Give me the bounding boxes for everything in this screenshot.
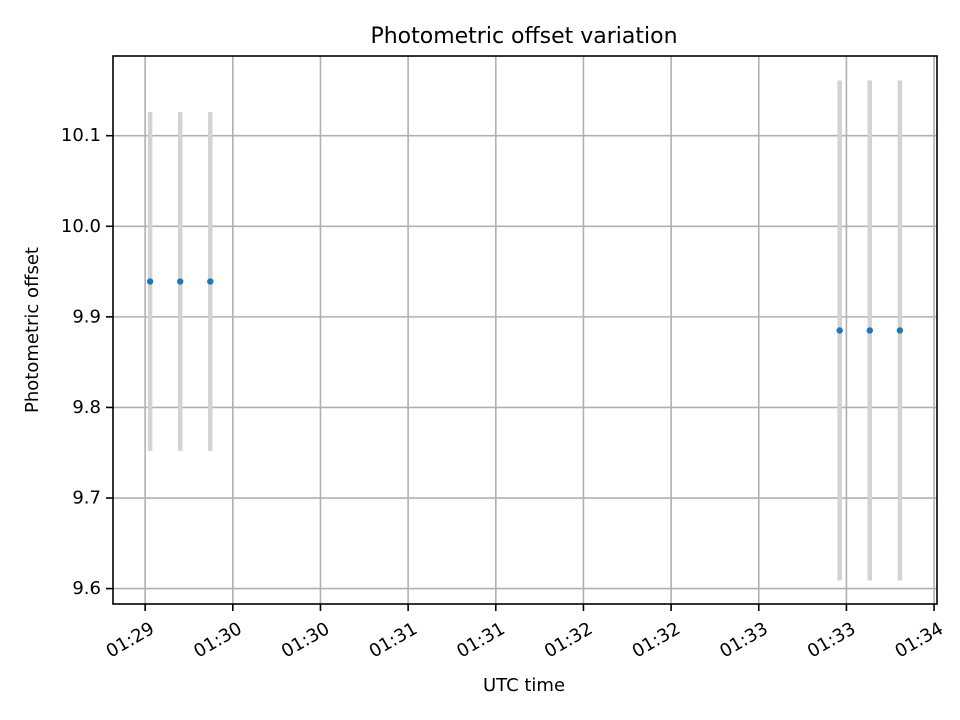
x-tick-label: 01:30 [190, 618, 245, 662]
data-point [836, 327, 843, 334]
data-point [896, 327, 904, 334]
grid [113, 56, 937, 604]
x-tick-label: 01:33 [804, 618, 859, 662]
y-tick-label: 9.7 [72, 488, 101, 509]
data-point [866, 327, 873, 334]
x-tick-label: 01:33 [716, 618, 771, 662]
error-bars [147, 80, 903, 581]
x-tick-label: 01:32 [541, 618, 596, 662]
x-tick-label: 01:34 [892, 618, 947, 662]
x-tick-label: 01:32 [629, 618, 684, 662]
y-tick-label: 10.1 [61, 125, 101, 146]
plot-area-frame [112, 55, 938, 605]
y-axis-label: Photometric offset [22, 247, 43, 413]
x-axis-label: UTC time [483, 675, 565, 696]
x-tick-label: 01:31 [366, 618, 421, 662]
y-tick-label: 9.8 [72, 397, 101, 418]
data-point [207, 278, 214, 285]
x-tick-label: 01:30 [278, 618, 333, 662]
y-axis-ticks: 9.6 9.7 9.8 9.9 10.0 10.1 [61, 125, 113, 599]
data-point [177, 278, 184, 285]
y-tick-label: 9.9 [72, 306, 101, 327]
x-axis-ticks: 01:29 01:30 01:30 01:31 01:31 01:32 01:32 01:33… [103, 604, 947, 662]
y-tick-label: 10.0 [61, 216, 101, 237]
x-tick-label: 01:29 [103, 618, 158, 662]
y-tick-label: 9.6 [72, 578, 101, 599]
chart-title: Photometric offset variation [370, 24, 677, 49]
data-point [146, 278, 154, 285]
x-tick-label: 01:31 [453, 618, 508, 662]
data-points [146, 278, 904, 334]
